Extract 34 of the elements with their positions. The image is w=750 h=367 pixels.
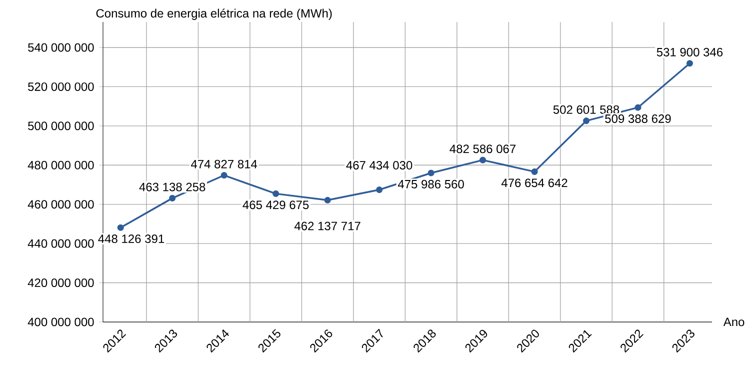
y-tick-label: 520 000 000 xyxy=(28,82,94,91)
y-tick-label: 540 000 000 xyxy=(28,43,94,52)
point xyxy=(531,168,538,175)
point xyxy=(169,194,176,202)
data-label: 482 586 067 xyxy=(450,144,516,154)
data-label: 463 138 258 xyxy=(139,182,206,192)
point xyxy=(220,172,228,179)
data-label: 531 900 346 xyxy=(656,48,723,56)
x-axis-title: Ano xyxy=(723,318,744,326)
data-label: 467 434 030 xyxy=(346,160,412,170)
y-tick-label: 480 000 000 xyxy=(28,160,94,170)
y-tick-label: 400 000 000 xyxy=(28,318,94,326)
data-label: 502 601 588 xyxy=(553,105,620,114)
data-label: 476 654 642 xyxy=(501,178,568,188)
y-axis-title: Consumo de energia elétrica na rede (MWh) xyxy=(96,8,332,20)
y-tick-label: 460 000 000 xyxy=(28,200,94,209)
point xyxy=(480,156,486,164)
data-label: 509 388 629 xyxy=(605,114,671,123)
data-label: 474 827 814 xyxy=(190,160,258,168)
point xyxy=(634,104,642,111)
point xyxy=(117,224,124,231)
data-label: 475 986 560 xyxy=(398,180,464,188)
point xyxy=(582,118,590,124)
point xyxy=(324,196,331,204)
y-tick-label: 500 000 000 xyxy=(28,122,94,130)
point xyxy=(686,60,694,67)
point xyxy=(428,170,434,176)
y-tick-label: 440 000 000 xyxy=(28,239,94,248)
data-label: 462 137 717 xyxy=(294,222,360,230)
data-label: 448 126 391 xyxy=(98,234,164,244)
data-label: 465 429 675 xyxy=(242,200,309,210)
y-tick-label: 420 000 000 xyxy=(28,278,94,288)
point xyxy=(376,186,383,194)
point xyxy=(272,190,280,197)
